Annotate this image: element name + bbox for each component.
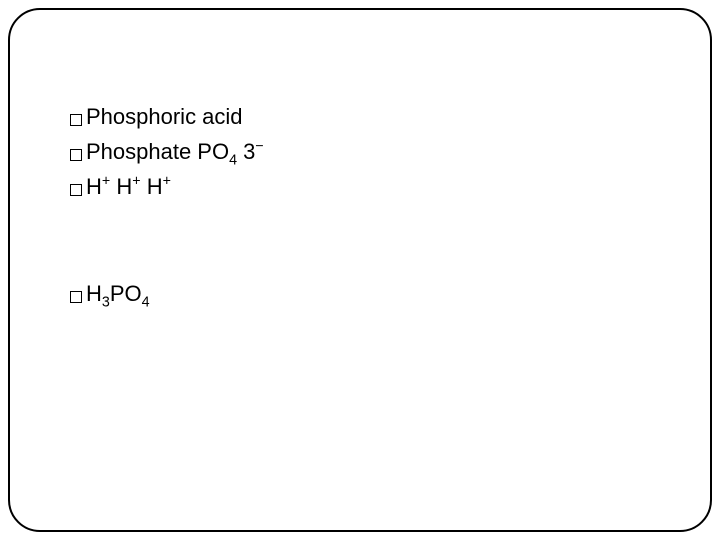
line-text: Phosphoric acid [86, 100, 243, 133]
list-item: Phosphate PO4 3− [70, 135, 660, 168]
spacer [70, 205, 660, 277]
square-bullet-icon [70, 184, 82, 196]
square-bullet-icon [70, 149, 82, 161]
list-item: H+ H+ H+ [70, 170, 660, 203]
square-bullet-icon [70, 291, 82, 303]
square-bullet-icon [70, 114, 82, 126]
formula-text: H3PO4 [86, 277, 150, 310]
slide-content: Phosphoric acid Phosphate PO4 3− H+ H+ H… [70, 100, 660, 310]
line-text: Phosphate PO4 3− [86, 135, 264, 168]
list-item: H3PO4 [70, 277, 660, 310]
list-item: Phosphoric acid [70, 100, 660, 133]
slide-frame: Phosphoric acid Phosphate PO4 3− H+ H+ H… [8, 8, 712, 532]
line-text: H+ H+ H+ [86, 170, 171, 203]
